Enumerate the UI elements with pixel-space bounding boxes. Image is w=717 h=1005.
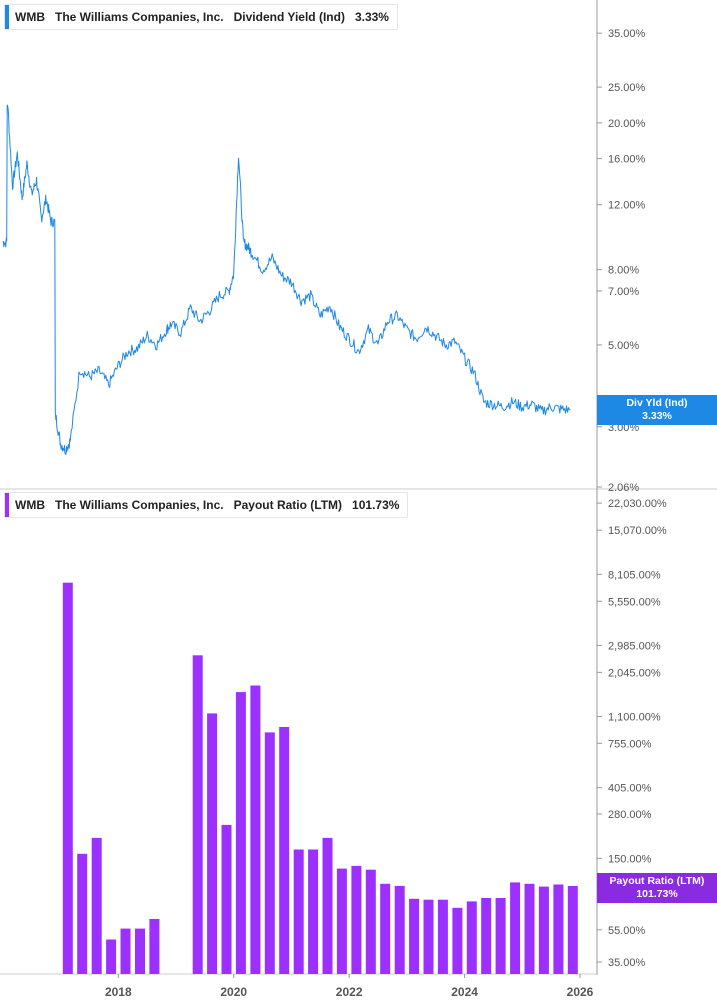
payout-ratio-plot xyxy=(62,582,578,974)
payout-bar xyxy=(322,837,333,974)
payout-last-value-badge: Payout Ratio (LTM) 101.73% xyxy=(597,873,717,903)
x-tick-label: 2020 xyxy=(220,985,247,999)
payout-bar xyxy=(293,849,304,974)
x-tick-label: 2026 xyxy=(567,985,594,999)
payout-tick-label: 22,030.00% xyxy=(608,498,667,510)
yield-tick-label: 25.00% xyxy=(608,82,646,94)
payout-tick-label: 8,105.00% xyxy=(608,569,661,581)
payout-bar xyxy=(106,939,117,974)
payout-bar xyxy=(553,884,564,974)
yield-tick-label: 5.00% xyxy=(608,340,639,352)
yield-legend[interactable]: WMB The Williams Companies, Inc. Dividen… xyxy=(4,4,398,30)
payout-legend-value: 101.73% xyxy=(352,498,400,512)
payout-bar xyxy=(62,582,73,974)
yield-tick-label: 7.00% xyxy=(608,286,639,298)
payout-bar xyxy=(192,655,203,974)
payout-bar xyxy=(77,853,88,974)
yield-badge-value: 3.33% xyxy=(642,410,672,422)
payout-bar xyxy=(308,849,319,974)
payout-bar xyxy=(135,928,145,974)
payout-bar xyxy=(91,837,102,974)
payout-bar xyxy=(423,899,434,974)
payout-tick-label: 405.00% xyxy=(608,783,652,795)
payout-bar xyxy=(452,907,463,974)
payout-bar xyxy=(221,824,232,974)
yield-last-value-badge: Div Yld (Ind) 3.33% xyxy=(597,395,717,425)
payout-bar xyxy=(481,898,492,974)
payout-badge-value: 101.73% xyxy=(636,888,678,900)
yield-tick-label: 16.00% xyxy=(608,154,646,166)
payout-bar xyxy=(279,727,290,974)
yield-legend-swatch xyxy=(5,5,9,29)
payout-tick-label: 55.00% xyxy=(608,925,646,937)
payout-bar xyxy=(250,685,261,974)
yield-legend-series: Dividend Yield (Ind) xyxy=(233,10,345,24)
payout-bar xyxy=(207,713,218,974)
yield-tick-label: 20.00% xyxy=(608,118,646,130)
payout-bar xyxy=(409,898,420,974)
yield-legend-company: The Williams Companies, Inc. xyxy=(55,10,224,24)
payout-legend-company: The Williams Companies, Inc. xyxy=(55,498,224,512)
payout-bar xyxy=(365,869,376,974)
payout-tick-label: 2,045.00% xyxy=(608,667,661,679)
payout-bar xyxy=(235,692,246,974)
yield-tick-label: 35.00% xyxy=(608,28,646,40)
payout-y-axis: 22,030.00% 15,070.00% 8,105.00% 5,550.00% 2,… xyxy=(597,498,667,969)
yield-tick-label: 2.06% xyxy=(608,482,639,494)
payout-tick-label: 5,550.00% xyxy=(608,596,661,608)
payout-legend-series: Payout Ratio (LTM) xyxy=(233,498,343,512)
payout-tick-label: 1,100.00% xyxy=(608,712,661,724)
payout-tick-label: 150.00% xyxy=(608,853,652,865)
time-x-axis: 2018 2020 2022 2024 2026 xyxy=(105,974,594,999)
yield-y-axis: 35.00% 25.00% 20.00% 16.00% 12.00% 8.00% 7.00%… xyxy=(597,28,646,494)
payout-tick-label: 35.00% xyxy=(608,957,646,969)
yield-badge-label: Div Yld (Ind) xyxy=(626,397,688,409)
payout-bar xyxy=(524,883,535,974)
x-tick-label: 2022 xyxy=(336,985,363,999)
x-tick-label: 2018 xyxy=(105,985,132,999)
yield-legend-value: 3.33% xyxy=(354,10,389,24)
payout-bar xyxy=(380,883,391,974)
payout-bar xyxy=(394,885,405,974)
payout-tick-label: 15,070.00% xyxy=(608,525,667,537)
payout-legend-swatch xyxy=(5,493,9,517)
payout-bar xyxy=(149,919,160,974)
payout-bar xyxy=(437,899,448,974)
payout-bar xyxy=(466,901,477,974)
payout-bar xyxy=(495,898,506,974)
yield-tick-label: 8.00% xyxy=(608,265,639,277)
payout-tick-label: 2,985.00% xyxy=(608,640,661,652)
payout-bar xyxy=(351,865,362,974)
payout-bar xyxy=(120,928,131,974)
yield-legend-ticker: WMB xyxy=(15,10,45,24)
dividend-yield-plot xyxy=(2,104,571,455)
payout-legend[interactable]: WMB The Williams Companies, Inc. Payout … xyxy=(4,492,409,518)
yield-tick-label: 12.00% xyxy=(608,200,646,212)
payout-legend-ticker: WMB xyxy=(15,498,45,512)
payout-badge-label: Payout Ratio (LTM) xyxy=(609,875,705,887)
payout-tick-label: 280.00% xyxy=(608,809,652,821)
payout-bar xyxy=(264,732,275,974)
payout-tick-label: 755.00% xyxy=(608,738,652,750)
dividend-yield-line xyxy=(2,104,571,455)
x-tick-label: 2024 xyxy=(451,985,478,999)
payout-bar xyxy=(336,868,347,974)
payout-bar xyxy=(510,882,521,974)
payout-bar xyxy=(538,886,549,974)
payout-bar xyxy=(567,886,578,974)
